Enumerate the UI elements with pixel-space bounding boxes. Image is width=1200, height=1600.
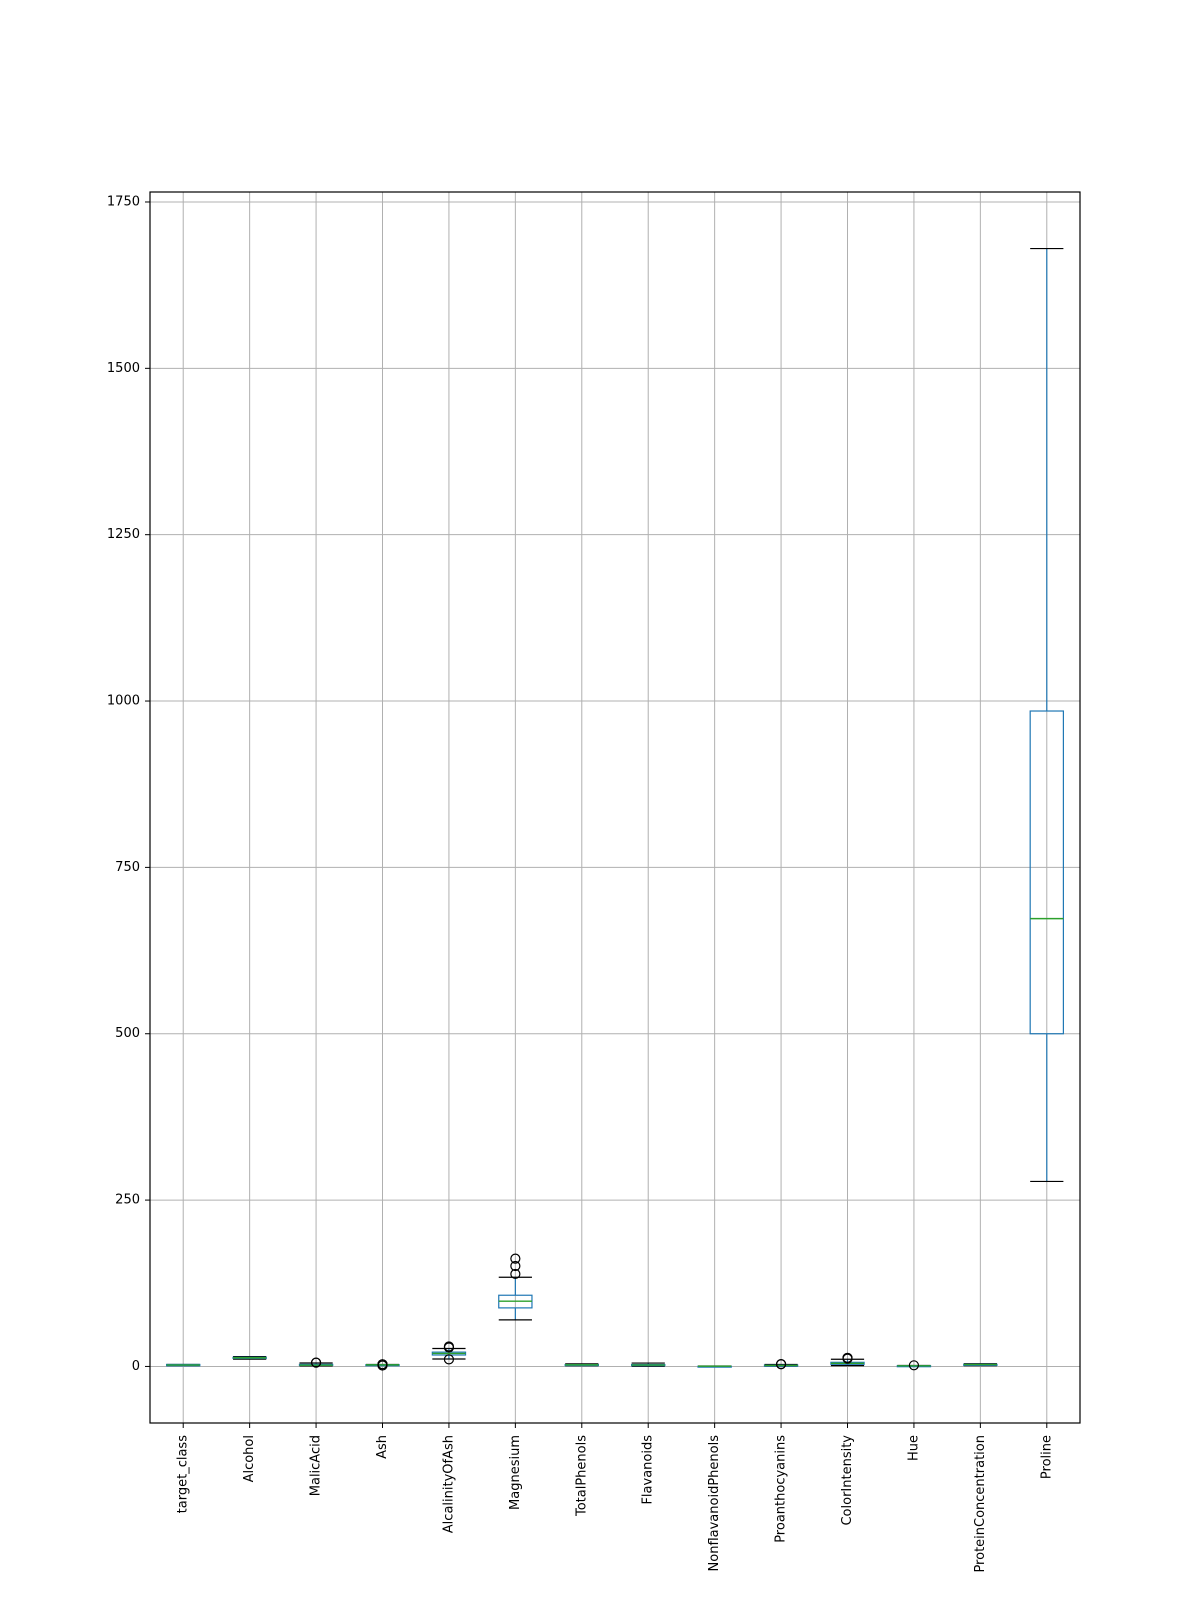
y-tick-label: 1000 xyxy=(107,694,140,709)
box-Proline xyxy=(1029,247,1064,1183)
x-tick-label: Alcohol xyxy=(242,1435,257,1482)
outlier-point xyxy=(510,1253,521,1264)
y-tick-label: 250 xyxy=(115,1193,140,1208)
outlier-point xyxy=(377,1359,388,1370)
y-tick-label: 1500 xyxy=(107,361,140,376)
y-tick-label: 500 xyxy=(115,1026,140,1041)
box-layer xyxy=(166,247,1064,1371)
outlier-point xyxy=(443,1354,455,1365)
x-tick-label: Flavanoids xyxy=(641,1435,656,1505)
x-tick-label: target_class xyxy=(176,1435,191,1514)
outlier-point xyxy=(510,1260,521,1272)
outlier-point xyxy=(443,1341,455,1352)
box-NonflavanoidPhenols xyxy=(697,1365,732,1368)
box-Proanthocyanins xyxy=(763,1358,799,1370)
box-target_class xyxy=(166,1363,201,1367)
x-tick-label: MalicAcid xyxy=(309,1435,324,1496)
box-MalicAcid xyxy=(298,1357,334,1368)
x-tick-label: Proanthocyanins xyxy=(774,1435,789,1543)
outlier-point xyxy=(842,1352,853,1363)
y-tick-label: 1750 xyxy=(107,194,140,209)
iqr-box xyxy=(1029,710,1064,1035)
x-tick-label: ColorIntensity xyxy=(840,1435,855,1526)
grid-layer xyxy=(150,192,1080,1423)
x-tick-label: NonflavanoidPhenols xyxy=(707,1435,722,1572)
box-Alcohol xyxy=(232,1355,267,1360)
outlier-point xyxy=(310,1357,322,1368)
x-tick-label: ProteinConcentration xyxy=(973,1435,988,1573)
x-tick-label: Magnesium xyxy=(508,1435,523,1510)
box-TotalPhenols xyxy=(564,1363,599,1367)
x-tick-label: TotalPhenols xyxy=(574,1435,589,1517)
x-tick-label: Hue xyxy=(906,1435,921,1461)
outlier-point xyxy=(510,1268,521,1280)
box-Ash xyxy=(365,1359,400,1371)
y-tick-label: 0 xyxy=(132,1359,140,1374)
box-Hue xyxy=(896,1360,932,1371)
y-tick-label: 750 xyxy=(115,860,140,875)
outlier-point xyxy=(775,1358,787,1370)
tick-layer: 0 250 500 750 1000 1250 1500 1750 target_class Al… xyxy=(107,194,1054,1572)
x-tick-label: AlcalinityOfAsh xyxy=(441,1435,456,1533)
x-tick-label: Proline xyxy=(1039,1435,1054,1479)
box-AlcalinityOfAsh xyxy=(431,1341,467,1365)
plot-frame xyxy=(149,191,1081,1424)
box-ProteinConcentration xyxy=(963,1363,998,1367)
box-Flavanoids xyxy=(631,1362,666,1367)
y-tick-label: 1250 xyxy=(107,527,140,542)
outlier-point xyxy=(908,1360,920,1371)
x-tick-label: Ash xyxy=(375,1435,390,1459)
box-Magnesium xyxy=(498,1253,533,1321)
box-ColorIntensity xyxy=(830,1352,865,1367)
